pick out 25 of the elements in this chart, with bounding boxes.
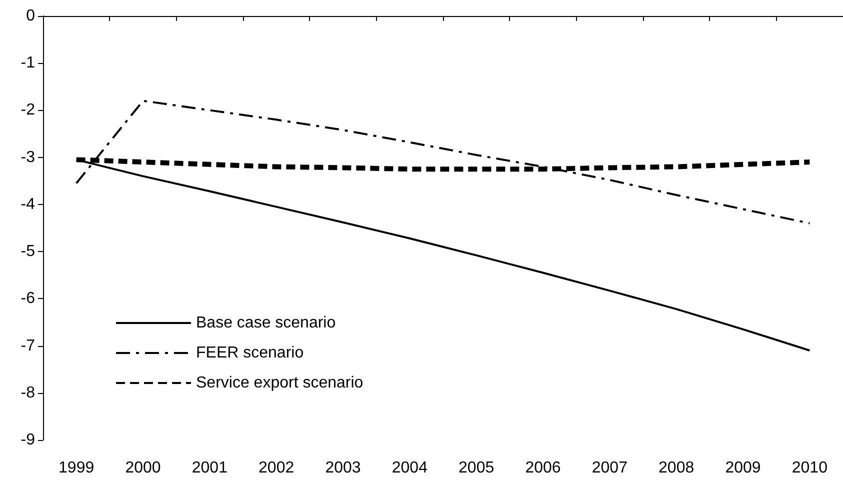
legend-label: Service export scenario xyxy=(196,374,364,392)
x-tick-label: 2002 xyxy=(258,460,294,476)
legend-label: Base case scenario xyxy=(196,314,336,332)
y-tick-label: -5 xyxy=(20,243,36,260)
y-tick-label: -1 xyxy=(20,54,36,72)
y-tick-label: -6 xyxy=(20,290,36,308)
y-tick-label: -2 xyxy=(20,102,36,119)
x-tick-label: 2003 xyxy=(325,460,361,476)
x-tick-label: 2008 xyxy=(658,460,694,476)
x-tick-label: 2004 xyxy=(392,460,428,476)
y-tick-label: -9 xyxy=(20,432,36,448)
x-tick-label: 2009 xyxy=(725,460,761,476)
x-tick-label: 2005 xyxy=(458,460,494,476)
x-tick-label: 1999 xyxy=(58,460,94,476)
y-tick-label: -8 xyxy=(20,384,36,402)
x-tick-label: 2010 xyxy=(792,460,828,476)
y-tick-label: -4 xyxy=(20,196,36,213)
y-tick-label: -3 xyxy=(20,148,36,166)
x-tick-label: 2001 xyxy=(192,460,228,476)
x-tick-label: 2006 xyxy=(525,460,561,476)
y-tick-label: 0 xyxy=(26,8,36,24)
y-tick-label: -7 xyxy=(20,337,36,354)
x-tick-label: 2000 xyxy=(125,460,161,476)
legend-label: FEER scenario xyxy=(196,344,304,362)
x-tick-label: 2007 xyxy=(592,460,628,476)
